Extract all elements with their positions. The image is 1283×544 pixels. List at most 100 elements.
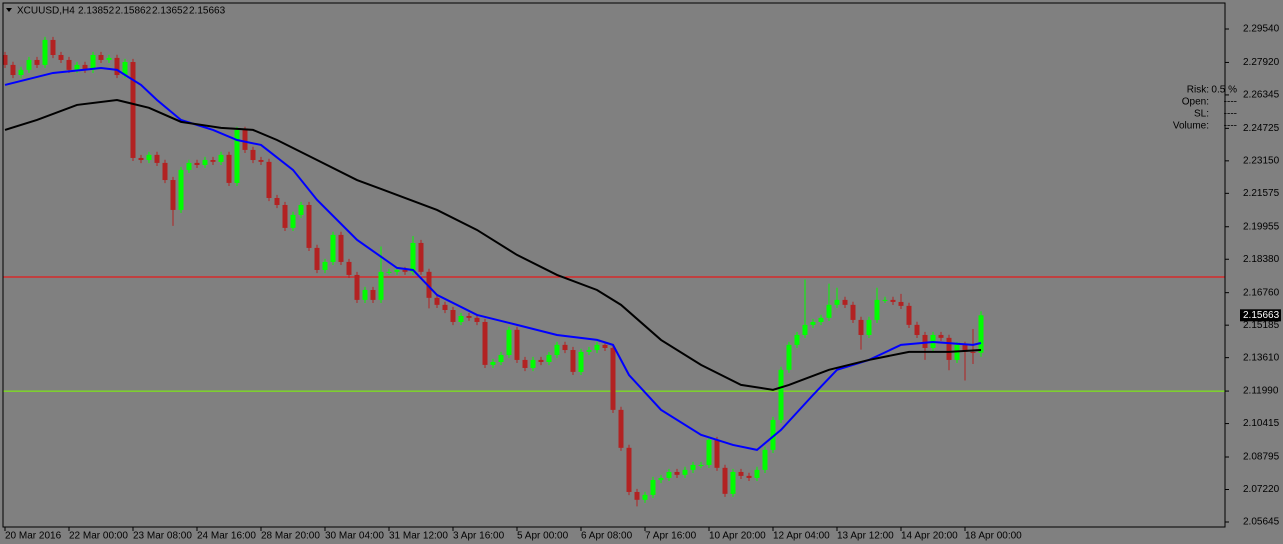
y-tick-label: 2.24725 — [1243, 123, 1280, 134]
candle-body — [730, 471, 736, 494]
x-tick-label: 6 Apr 08:00 — [581, 531, 633, 542]
y-tick-label: 2.18380 — [1243, 254, 1280, 265]
info-value: ---- — [1224, 109, 1237, 120]
candle-body — [546, 354, 552, 362]
candle-body — [746, 475, 752, 478]
candle-body — [266, 161, 272, 198]
candle-body — [794, 334, 800, 345]
candle-body — [722, 467, 728, 494]
candle-body — [82, 64, 88, 70]
candle-body — [170, 180, 176, 210]
candle-body — [386, 271, 392, 273]
candle-body — [802, 324, 808, 335]
candle-body — [138, 157, 144, 161]
ohlc-high: 2.15862 — [115, 6, 152, 17]
candle-body — [514, 329, 520, 360]
y-tick-label: 2.16760 — [1243, 287, 1280, 298]
candle-body — [378, 271, 384, 300]
candle-body — [154, 154, 160, 163]
candle-body — [906, 305, 912, 325]
candle-body — [978, 315, 984, 353]
candle-body — [706, 439, 712, 465]
x-tick-label: 28 Mar 20:00 — [261, 531, 320, 542]
candle-body — [898, 301, 904, 306]
candle-body — [842, 299, 848, 305]
y-tick-label: 2.27920 — [1243, 57, 1280, 68]
y-tick-label: 2.11990 — [1243, 386, 1279, 397]
candle-body — [338, 234, 344, 262]
y-tick-label: 2.05645 — [1243, 517, 1280, 528]
candle-body — [890, 299, 896, 302]
candle-body — [106, 57, 112, 60]
x-tick-label: 13 Apr 12:00 — [837, 531, 894, 542]
candle-body — [42, 39, 48, 65]
candle-body — [522, 359, 528, 368]
candle-body — [370, 289, 376, 300]
info-value: ---- — [1224, 121, 1237, 132]
candle-body — [410, 242, 416, 272]
candle-body — [658, 477, 664, 481]
candle-body — [330, 234, 336, 262]
candle-body — [786, 344, 792, 370]
candle-body — [74, 64, 80, 70]
candle-body — [130, 62, 136, 158]
candle-body — [146, 154, 152, 161]
candle-body — [26, 59, 32, 70]
candle-body — [290, 214, 296, 228]
candle-body — [66, 59, 72, 70]
candle-body — [186, 162, 192, 170]
candle-body — [562, 344, 568, 351]
candle-body — [458, 315, 464, 322]
candle-body — [50, 39, 56, 56]
candle-body — [754, 469, 760, 478]
y-tick-label: 2.10415 — [1243, 418, 1280, 429]
moving-average — [4, 98, 982, 391]
candle-body — [498, 354, 504, 362]
candle-body — [466, 315, 472, 318]
candle-body — [762, 449, 768, 470]
y-tick-label: 2.23150 — [1243, 155, 1280, 166]
menu-arrow[interactable] — [6, 8, 12, 12]
candle-body — [226, 154, 232, 183]
candle-body — [530, 359, 536, 368]
candle-body — [434, 297, 440, 305]
candle-body — [234, 129, 240, 183]
x-tick-label: 5 Apr 00:00 — [517, 531, 569, 542]
x-tick-label: 18 Apr 00:00 — [965, 531, 1022, 542]
candle-body — [218, 154, 224, 162]
candle-body — [594, 344, 600, 351]
candle-body — [586, 350, 592, 352]
candle-body — [674, 471, 680, 475]
candle-body — [194, 162, 200, 165]
candle-body — [442, 304, 448, 311]
candle-body — [850, 304, 856, 320]
candle-body — [306, 204, 312, 248]
candle-body — [538, 359, 544, 362]
candle-body — [258, 160, 264, 162]
candle-body — [642, 494, 648, 500]
candle-body — [210, 160, 216, 162]
info-label: Volume: — [1173, 121, 1209, 132]
candle-body — [818, 317, 824, 322]
x-tick-label: 20 Mar 2016 — [5, 531, 62, 542]
candle-body — [578, 351, 584, 372]
candle-body — [242, 129, 248, 150]
candle-body — [666, 471, 672, 478]
x-tick-label: 23 Mar 08:00 — [133, 531, 192, 542]
candle-body — [618, 409, 624, 448]
info-label: Open: — [1182, 97, 1209, 108]
candle-body — [826, 304, 832, 318]
candle-body — [626, 447, 632, 492]
candle-body — [714, 439, 720, 468]
candle-body — [866, 319, 872, 335]
candle-body — [570, 350, 576, 372]
candle-body — [10, 64, 16, 76]
x-tick-label: 14 Apr 20:00 — [901, 531, 958, 542]
x-tick-label: 30 Mar 04:00 — [325, 531, 384, 542]
candle-body — [394, 269, 400, 272]
candle-body — [874, 299, 880, 320]
candle-body — [946, 337, 952, 360]
moving-average — [4, 66, 982, 451]
